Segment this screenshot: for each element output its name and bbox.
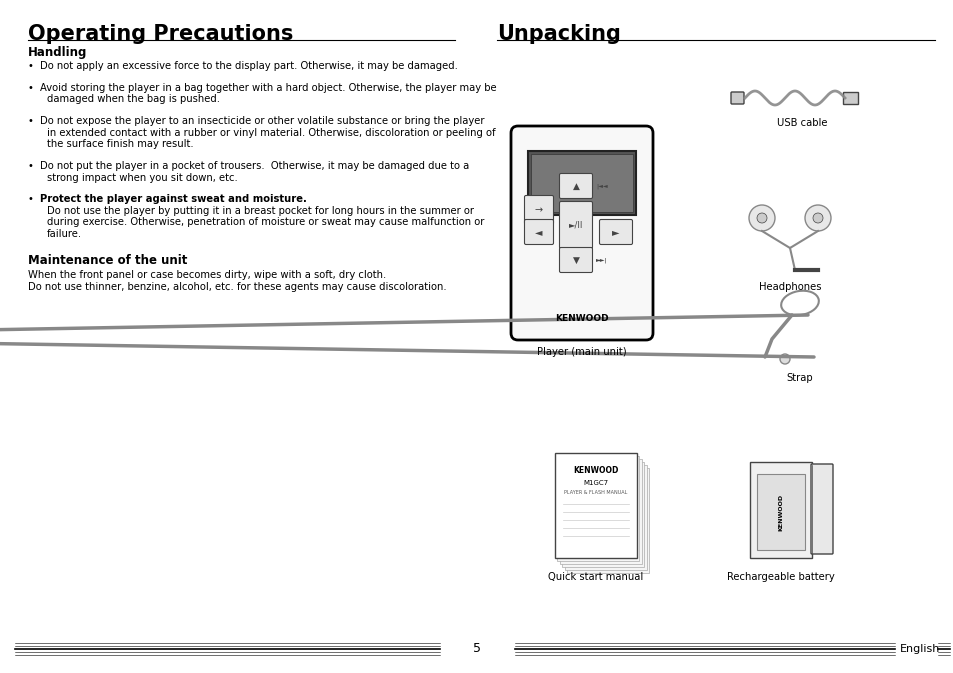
FancyBboxPatch shape (524, 219, 553, 244)
Bar (527, 151, 636, 215)
Text: Strap: Strap (786, 373, 813, 383)
Text: KENWOOD: KENWOOD (573, 466, 618, 475)
Text: •: • (28, 194, 34, 205)
Text: •: • (28, 161, 34, 171)
FancyBboxPatch shape (524, 195, 553, 225)
Text: PLAYER & FLASH MANUAL: PLAYER & FLASH MANUAL (564, 490, 627, 495)
Text: strong impact when you sit down, etc.: strong impact when you sit down, etc. (47, 172, 237, 182)
Bar (559, 459, 641, 564)
Bar (757, 474, 804, 550)
Circle shape (812, 213, 822, 223)
Text: KENWOOD: KENWOOD (555, 314, 608, 323)
Text: ►►|: ►►| (596, 257, 607, 262)
Text: during exercise. Otherwise, penetration of moisture or sweat may cause malfuncti: during exercise. Otherwise, penetration … (47, 217, 484, 227)
Text: •: • (28, 61, 34, 71)
Text: Handling: Handling (28, 46, 88, 59)
Text: •: • (28, 116, 34, 127)
FancyBboxPatch shape (558, 201, 592, 248)
Text: ▼: ▼ (572, 256, 578, 264)
Text: Do not use the player by putting it in a breast pocket for long hours in the sum: Do not use the player by putting it in a… (47, 206, 474, 216)
Text: •: • (28, 83, 34, 93)
Text: 5: 5 (473, 643, 480, 656)
Circle shape (748, 205, 774, 231)
Text: failure.: failure. (47, 229, 82, 239)
Bar (555, 453, 637, 558)
Text: Headphones: Headphones (758, 282, 821, 292)
Text: Do not put the player in a pocket of trousers.  Otherwise, it may be damaged due: Do not put the player in a pocket of tro… (40, 161, 469, 171)
Text: M1GC7: M1GC7 (583, 480, 608, 486)
Text: Protect the player against sweat and moisture.: Protect the player against sweat and moi… (40, 194, 307, 205)
Text: Operating Precautions: Operating Precautions (28, 24, 294, 44)
Text: KENWOOD: KENWOOD (778, 493, 782, 530)
FancyBboxPatch shape (730, 92, 743, 104)
FancyBboxPatch shape (810, 464, 832, 554)
Text: in extended contact with a rubber or vinyl material. Otherwise, discoloration or: in extended contact with a rubber or vin… (47, 128, 496, 138)
Text: Do not expose the player to an insecticide or other volatile substance or bring : Do not expose the player to an insectici… (40, 116, 484, 127)
Bar (564, 465, 646, 570)
Text: →: → (535, 205, 542, 215)
FancyBboxPatch shape (511, 126, 652, 340)
Text: ►: ► (612, 227, 619, 237)
Bar (749, 462, 811, 558)
Bar (567, 468, 649, 573)
Text: ►/II: ►/II (568, 221, 582, 229)
FancyBboxPatch shape (558, 174, 592, 199)
Text: USB cable: USB cable (776, 118, 826, 128)
Bar (557, 456, 639, 561)
Text: Player (main unit): Player (main unit) (537, 347, 626, 357)
Text: Maintenance of the unit: Maintenance of the unit (28, 254, 187, 267)
FancyBboxPatch shape (558, 248, 592, 273)
Text: damaged when the bag is pushed.: damaged when the bag is pushed. (47, 94, 220, 104)
Text: Quick start manual: Quick start manual (548, 572, 643, 582)
Text: the surface finish may result.: the surface finish may result. (47, 139, 193, 149)
Text: ▲: ▲ (572, 182, 578, 190)
Text: Do not use thinner, benzine, alcohol, etc. for these agents may cause discolorat: Do not use thinner, benzine, alcohol, et… (28, 282, 446, 292)
Bar (842, 92, 857, 104)
Bar (531, 154, 633, 212)
Circle shape (757, 213, 766, 223)
FancyBboxPatch shape (598, 219, 632, 244)
Text: |◄◄: |◄◄ (596, 183, 607, 188)
Text: ◄: ◄ (535, 227, 542, 237)
Text: Unpacking: Unpacking (497, 24, 620, 44)
Circle shape (780, 354, 789, 364)
Text: English: English (899, 644, 940, 654)
Circle shape (532, 219, 539, 225)
Bar (562, 462, 644, 567)
Text: When the front panel or case becomes dirty, wipe with a soft, dry cloth.: When the front panel or case becomes dir… (28, 271, 386, 280)
Text: Rechargeable battery: Rechargeable battery (726, 572, 834, 582)
Text: Do not apply an excessive force to the display part. Otherwise, it may be damage: Do not apply an excessive force to the d… (40, 61, 457, 71)
Circle shape (804, 205, 830, 231)
Text: Avoid storing the player in a bag together with a hard object. Otherwise, the pl: Avoid storing the player in a bag togeth… (40, 83, 497, 93)
